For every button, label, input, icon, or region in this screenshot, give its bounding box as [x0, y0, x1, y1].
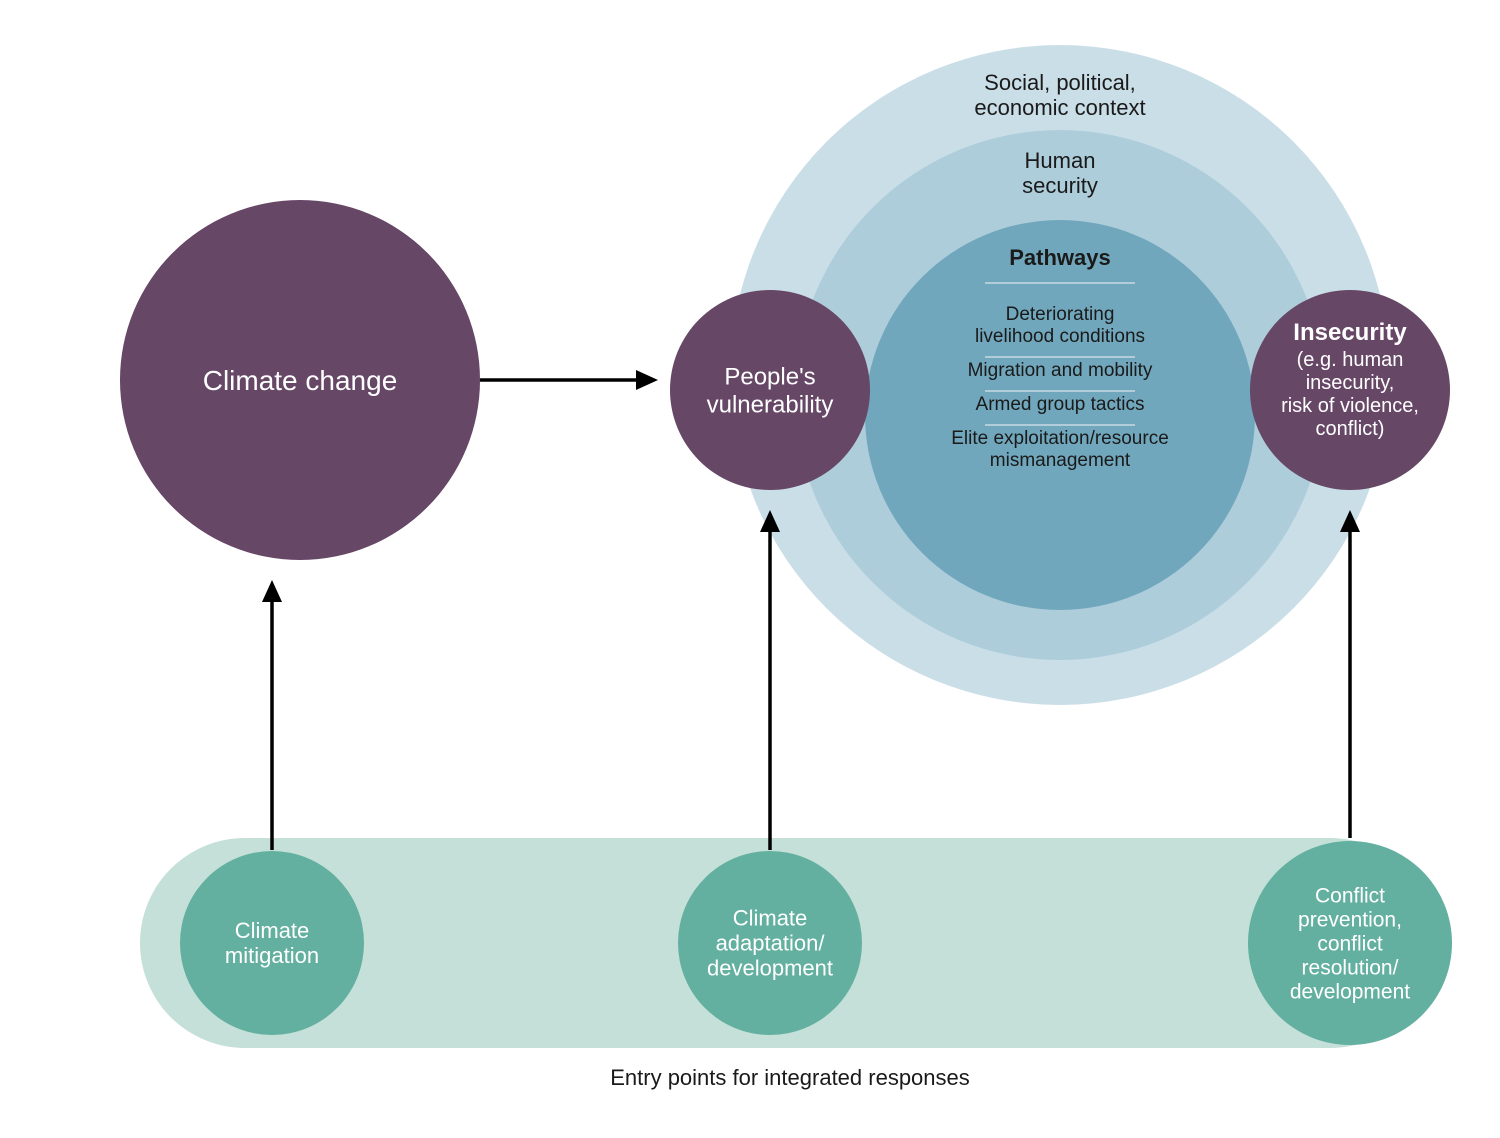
node-peoples-vulnerability-label: People'svulnerability: [707, 363, 834, 418]
diagram-root: Social, political,economic context Humans…: [0, 0, 1500, 1138]
ring-outer-label: Social, political,economic context: [974, 70, 1145, 120]
pathway-item-2: Armed group tactics: [976, 394, 1145, 415]
node-climate-change-label: Climate change: [203, 365, 398, 396]
entry-band-caption: Entry points for integrated responses: [610, 1065, 970, 1090]
pathway-item-1: Migration and mobility: [968, 360, 1153, 381]
ring-inner: [865, 220, 1255, 610]
entry-node-mitigation-label: Climatemitigation: [225, 918, 319, 968]
node-insecurity-label-bold: Insecurity: [1293, 319, 1407, 346]
ring-mid-label: Humansecurity: [1022, 148, 1098, 198]
ring-inner-label: Pathways: [1009, 245, 1111, 270]
